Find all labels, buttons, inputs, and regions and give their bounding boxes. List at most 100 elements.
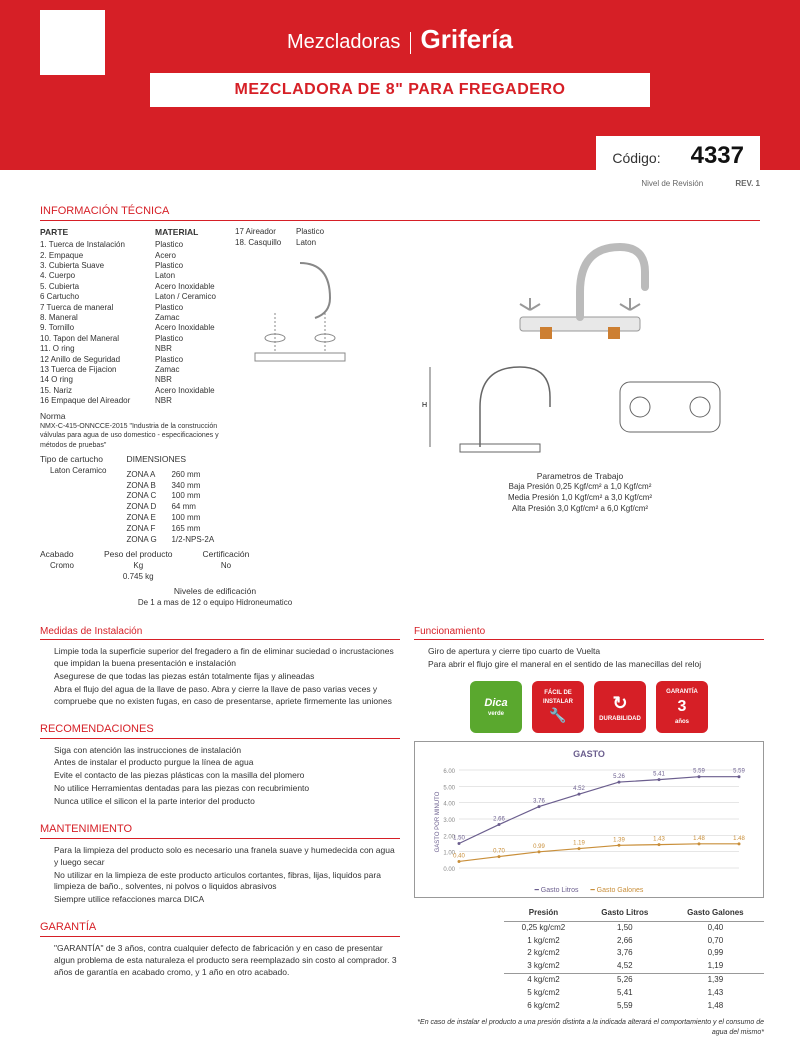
svg-text:0.70: 0.70 <box>493 849 505 855</box>
svg-text:5.00: 5.00 <box>443 785 455 791</box>
medidas-title: Medidas de Instalación <box>40 625 400 639</box>
garantia-title: GARANTÍA <box>40 920 400 935</box>
footnote: *En caso de instalar el producto a una p… <box>414 1018 764 1037</box>
right-col: H Parametros de Trabajo Baja Presión 0,2… <box>400 227 760 609</box>
svg-text:1.48: 1.48 <box>693 836 705 842</box>
diagram-col: 17 Aireador18. Casquillo PlasticoLaton <box>235 227 365 407</box>
garantia-text: "GARANTÍA" de 3 años, contra cualquier d… <box>40 943 400 979</box>
partes2-list: 17 Aireador18. Casquillo <box>235 227 290 249</box>
exploded-diagram <box>235 248 365 388</box>
svg-text:1.48: 1.48 <box>733 836 745 842</box>
brand-line: Mezcladoras Grifería <box>40 24 760 55</box>
code-value: 4337 <box>691 142 744 170</box>
technical-drawing: H <box>400 347 760 467</box>
revision-line: Nivel de Revisión REV. 1 <box>641 179 760 188</box>
svg-text:3.76: 3.76 <box>533 799 545 805</box>
medidas-text: Limpie toda la superficie superior del f… <box>40 646 400 707</box>
parts-extra: 17 Aireador18. Casquillo PlasticoLaton <box>235 227 365 249</box>
func-title: Funcionamiento <box>414 625 764 639</box>
badge-dica: Dicaverde <box>470 681 522 733</box>
svg-text:2.66: 2.66 <box>493 817 505 823</box>
page-title: MEZCLADORA DE 8" PARA FREGADERO <box>170 81 630 99</box>
rev-label: Nivel de Revisión <box>641 179 703 188</box>
svg-text:1.19: 1.19 <box>573 841 585 847</box>
svg-text:4.52: 4.52 <box>573 786 585 792</box>
presion-table: Presión Gasto Litros Gasto Galones 0,25 … <box>504 906 764 1012</box>
mid-grid: Medidas de Instalación Limpie toda la su… <box>40 619 760 1038</box>
divider <box>40 220 760 221</box>
specs-grid2: Acabado Cromo Peso del producto Kg 0.745… <box>40 549 390 582</box>
diagram-icon <box>235 253 365 383</box>
material-col: MATERIAL PlasticoAceroPlasticoLatonAcero… <box>155 227 225 407</box>
brand-bold: Grifería <box>421 24 514 54</box>
svg-text:3.00: 3.00 <box>443 818 455 824</box>
svg-text:GASTO POR MINUTO: GASTO POR MINUTO <box>435 791 441 852</box>
svg-text:6.00: 6.00 <box>443 769 455 775</box>
rev-value: REV. 1 <box>735 179 760 188</box>
spec-acabado: Acabado Cromo <box>40 549 74 582</box>
svg-text:0.00: 0.00 <box>443 867 455 873</box>
code-label: Código: <box>612 150 660 166</box>
svg-text:5.41: 5.41 <box>653 772 665 778</box>
parts-row: PARTE 1. Tuerca de Instalación2. Empaque… <box>40 227 390 407</box>
left-col: PARTE 1. Tuerca de Instalación2. Empaque… <box>40 227 390 609</box>
parte-col: PARTE 1. Tuerca de Instalación2. Empaque… <box>40 227 145 407</box>
separator-icon <box>410 32 411 54</box>
faucet-icon <box>490 232 670 342</box>
spec-peso: Peso del producto Kg 0.745 kg <box>104 549 173 582</box>
mats2-list: PlasticoLaton <box>296 227 324 249</box>
info-tecnica-title: INFORMACIÓN TÉCNICA <box>40 204 760 219</box>
partes-list: 1. Tuerca de Instalación2. Empaque3. Cub… <box>40 240 145 406</box>
title-bar: MEZCLADORA DE 8" PARA FREGADERO <box>150 73 650 107</box>
svg-text:1.50: 1.50 <box>453 836 465 842</box>
parte-header: PARTE <box>40 227 145 238</box>
spec-dims: DIMENSIONES ZONA A260 mmZONA B340 mmZONA… <box>126 454 214 545</box>
drawing-icon: H <box>420 352 740 462</box>
left-mid: Medidas de Instalación Limpie toda la su… <box>40 619 400 1038</box>
mant-text: Para la limpieza del producto solo es ne… <box>40 845 400 906</box>
params-header: Parametros de Trabajo <box>400 471 760 482</box>
svg-text:1.39: 1.39 <box>613 837 625 843</box>
presion-body: 0,25 kg/cm21,500,401 kg/cm22,660,702 kg/… <box>504 921 764 1012</box>
badges-row: Dicaverde FÁCIL DEINSTALAR🔧 ↻DURABILIDAD… <box>414 681 764 733</box>
recom-title: RECOMENDACIONES <box>40 722 400 737</box>
logo-placeholder <box>40 10 105 75</box>
top-grid: PARTE 1. Tuerca de Instalación2. Empaque… <box>40 227 760 609</box>
header: Mezcladoras Grifería MEZCLADORA DE 8" PA… <box>0 0 800 170</box>
spec-niv: Niveles de edificación De 1 a mas de 12 … <box>40 586 390 608</box>
svg-text:5.59: 5.59 <box>733 769 745 775</box>
recom-text: Siga con atención las instrucciones de i… <box>40 745 400 808</box>
svg-text:4.00: 4.00 <box>443 802 455 808</box>
code-block: Código: 4337 <box>596 136 760 172</box>
dims-table: ZONA A260 mmZONA B340 mmZONA C100 mmZONA… <box>126 470 214 546</box>
page: Mezcladoras Grifería MEZCLADORA DE 8" PA… <box>0 0 800 1057</box>
product-photo <box>400 227 760 347</box>
norma-text: NMX-C-415-ONNCCE-2015 "Industria de la c… <box>40 422 240 450</box>
materials-list: PlasticoAceroPlasticoLatonAcero Inoxidab… <box>155 240 225 406</box>
svg-text:5.26: 5.26 <box>613 774 625 780</box>
svg-text:H: H <box>422 402 427 409</box>
right-mid: Funcionamiento Giro de apertura y cierre… <box>414 619 764 1038</box>
content: INFORMACIÓN TÉCNICA PARTE 1. Tuerca de I… <box>0 170 800 1057</box>
chart-svg: 0.001.002.003.004.005.006.00GASTO POR MI… <box>423 762 755 882</box>
spec-cert: Certificación No <box>203 549 250 582</box>
chart-title: GASTO <box>423 748 755 760</box>
svg-text:0.40: 0.40 <box>453 854 465 860</box>
chart-legend: ━ Gasto Litros ━ Gasto Galones <box>423 886 755 895</box>
norma-header: Norma <box>40 411 240 422</box>
svg-text:0.99: 0.99 <box>533 844 545 850</box>
spec-tipo: Tipo de cartucho Laton Ceramico <box>40 454 106 545</box>
chart-box: GASTO 0.001.002.003.004.005.006.00GASTO … <box>414 741 764 898</box>
material-header: MATERIAL <box>155 227 225 238</box>
params-list: Baja Presión 0,25 Kgf/cm² a 1,0 Kgf/cm²M… <box>400 482 760 514</box>
badge-facil: FÁCIL DEINSTALAR🔧 <box>532 681 584 733</box>
specs-grid: Tipo de cartucho Laton Ceramico DIMENSIO… <box>40 454 390 545</box>
svg-text:5.59: 5.59 <box>693 769 705 775</box>
func-text: Giro de apertura y cierre tipo cuarto de… <box>414 646 764 671</box>
mant-title: MANTENIMIENTO <box>40 822 400 837</box>
badge-garantia: GARANTÍA3años <box>656 681 708 733</box>
norma-block: Norma NMX-C-415-ONNCCE-2015 "Industria d… <box>40 411 240 451</box>
params-block: Parametros de Trabajo Baja Presión 0,25 … <box>400 471 760 515</box>
badge-durab: ↻DURABILIDAD <box>594 681 646 733</box>
brand-thin: Mezcladoras <box>287 31 400 53</box>
